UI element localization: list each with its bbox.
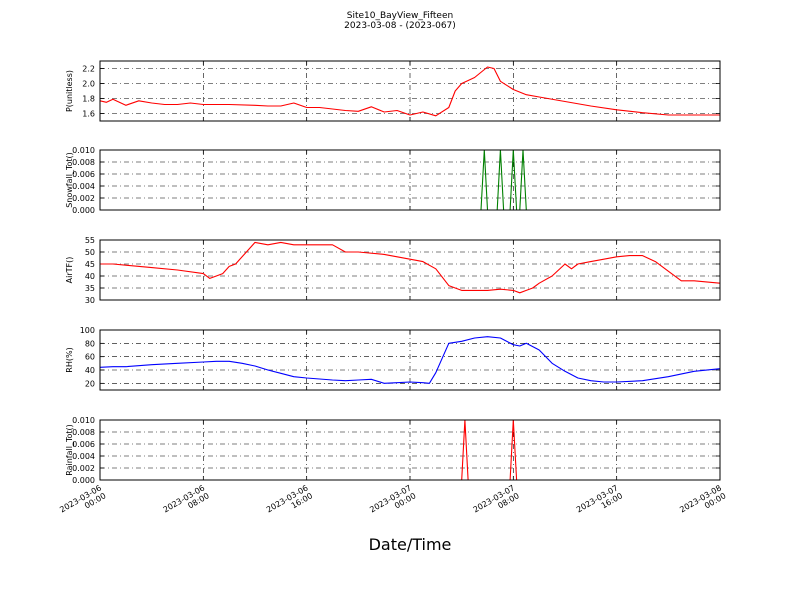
y-tick-label: 0.010 [72, 416, 95, 425]
series-line [99, 66, 720, 117]
y-tick-label: 80 [85, 339, 95, 348]
panel-5: 0.000 0.002 0.004 0.006 0.008 0.010Rainfall_T… [65, 416, 721, 485]
panel-1: 1.6 1.8 2.0 2.2 P(unitless) [65, 60, 721, 122]
y-tick-label: 0.004 [72, 452, 95, 461]
y-tick-label: 55 [85, 236, 95, 245]
panel-2: 0.000 0.002 0.004 0.006 0.008 0.010Snowfall_T… [65, 146, 721, 215]
y-tick-label: 0.010 [72, 146, 95, 155]
y-tick-label: 0.008 [72, 428, 95, 437]
y-tick-label: 40 [85, 272, 95, 281]
panel-4: 20 40 60 80 100 RH(%) [65, 326, 721, 391]
y-tick-label: 0.006 [72, 170, 95, 179]
y-tick-label: 0.002 [72, 194, 95, 203]
y-axis-label: Snowfall_Tot() [65, 152, 74, 208]
y-tick-label: 2.0 [82, 80, 95, 89]
y-tick-label: 0.004 [72, 182, 95, 191]
series-line [100, 241, 721, 294]
y-axis-label: RH(%) [65, 347, 74, 372]
y-tick-label: 30 [85, 296, 95, 305]
y-tick-label: 100 [80, 326, 95, 335]
y-tick-label: 0.006 [72, 440, 95, 449]
y-tick-label: 40 [85, 366, 95, 375]
y-tick-label: 2.2 [82, 65, 95, 74]
axes-frame [99, 329, 721, 391]
y-tick-label: 1.8 [82, 95, 95, 104]
y-axis-label: AirTF() [65, 257, 74, 284]
y-axis-label: Rainfall_Tot() [65, 424, 74, 476]
axes-frame [99, 239, 721, 301]
series-line [99, 336, 721, 384]
x-axis-label: Date/Time [369, 535, 452, 554]
y-tick-label: 0.002 [72, 464, 95, 473]
chart-subtitle: 2023-03-08 - (2023-067) [344, 21, 456, 31]
y-tick-label: 0.008 [72, 158, 95, 167]
panel-3: 30 35 40 45 50 55 AirTF() [65, 236, 721, 305]
y-tick-label: 60 [85, 353, 95, 362]
y-tick-label: 45 [85, 260, 95, 269]
chart-title: Site10_BayView_Fifteen [347, 11, 453, 21]
y-tick-label: 0.000 [72, 206, 95, 215]
y-axis-label: P(unitless) [65, 70, 74, 112]
y-tick-label: 0.000 [72, 476, 95, 485]
axes-frame [99, 419, 721, 481]
axes-frame [99, 60, 721, 122]
y-tick-label: 20 [85, 379, 95, 388]
y-tick-label: 1.6 [82, 110, 95, 119]
y-tick-label: 50 [85, 248, 95, 257]
y-tick-label: 35 [85, 284, 95, 293]
panels-group: 1.61.82.02.2P(unitless)0.0000.0020.0040.… [65, 60, 721, 485]
axes-frame [99, 149, 721, 211]
